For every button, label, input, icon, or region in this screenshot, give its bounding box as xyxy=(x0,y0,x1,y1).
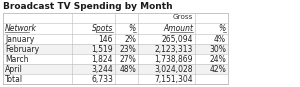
Text: March: March xyxy=(5,55,28,64)
Text: 4%: 4% xyxy=(214,35,226,44)
Text: January: January xyxy=(5,35,34,44)
Text: 2,123,313: 2,123,313 xyxy=(154,45,193,54)
Text: 7,151,304: 7,151,304 xyxy=(154,75,193,84)
Text: Total: Total xyxy=(5,75,23,84)
Text: 48%: 48% xyxy=(119,65,136,74)
Text: %: % xyxy=(219,24,226,33)
Text: February: February xyxy=(5,45,39,54)
Text: Amount: Amount xyxy=(163,24,193,33)
Text: 3,244: 3,244 xyxy=(91,65,113,74)
Text: 6,733: 6,733 xyxy=(91,75,113,84)
Text: 24%: 24% xyxy=(209,55,226,64)
Text: 146: 146 xyxy=(98,35,113,44)
Text: 3,024,028: 3,024,028 xyxy=(154,65,193,74)
Bar xyxy=(3,34,228,44)
Bar xyxy=(3,74,228,84)
Text: Broadcast TV Spending by Month: Broadcast TV Spending by Month xyxy=(3,2,172,11)
Text: 1,738,869: 1,738,869 xyxy=(154,55,193,64)
Text: 2%: 2% xyxy=(124,35,136,44)
Text: 1,519: 1,519 xyxy=(92,45,113,54)
Text: 23%: 23% xyxy=(119,45,136,54)
Text: 42%: 42% xyxy=(209,65,226,74)
Text: 30%: 30% xyxy=(209,45,226,54)
Text: 265,094: 265,094 xyxy=(161,35,193,44)
Text: 1,824: 1,824 xyxy=(92,55,113,64)
Text: 27%: 27% xyxy=(119,55,136,64)
Text: %: % xyxy=(129,24,136,33)
Text: April: April xyxy=(5,65,23,74)
Bar xyxy=(3,54,228,64)
Text: Network: Network xyxy=(5,24,37,33)
Text: Gross: Gross xyxy=(173,14,193,20)
Bar xyxy=(3,64,228,74)
Text: Spots: Spots xyxy=(92,24,113,33)
Bar xyxy=(3,44,228,54)
